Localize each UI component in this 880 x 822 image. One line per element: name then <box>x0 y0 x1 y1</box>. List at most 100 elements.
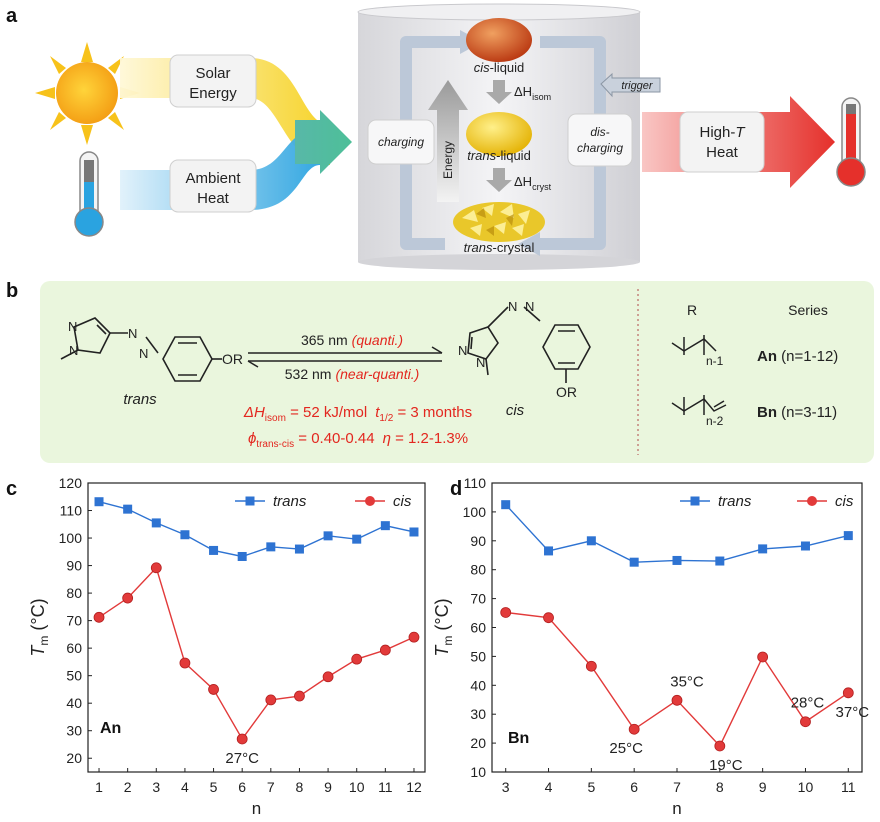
panel-d-label: d <box>450 478 462 500</box>
chart-d-annotation: 25°C <box>609 740 643 757</box>
chart-d-trans-point <box>586 536 596 546</box>
chart-c-cis-point <box>93 611 105 623</box>
chart-d-ytick-label: 90 <box>470 533 486 549</box>
chart-d-ylabel: Tm (°C) <box>432 598 455 656</box>
chart-c-cis-line <box>98 566 415 741</box>
chart-c-ytick-label: 110 <box>60 503 83 519</box>
chart-d-trans-point <box>843 531 853 541</box>
chart-c-cis-point <box>322 671 334 683</box>
chart-c-legend-trans-marker <box>245 496 255 506</box>
forward-wavelength: 365 nm (quanti.) <box>301 332 403 348</box>
chart-c-cis-point <box>379 644 391 656</box>
solar-label-1: Solar <box>195 65 230 82</box>
chart-c-ytick-label: 90 <box>66 558 82 574</box>
chart-d-trans-point <box>715 556 725 566</box>
trans-n-label-bottom: N <box>69 343 78 358</box>
chart-d-xtick-label: 9 <box>759 779 767 795</box>
chart-c-xtick-label: 9 <box>324 779 332 795</box>
chart-c-cis-point <box>265 694 277 706</box>
chart-c-xlabel: n <box>252 799 261 818</box>
chart-c-xtick-label: 3 <box>152 779 160 795</box>
trans-label: trans <box>123 391 157 408</box>
chart-d-xlabel: n <box>672 799 681 818</box>
charging-label: charging <box>378 135 424 149</box>
chart-c-trans-point <box>151 518 161 528</box>
discharging-arrowhead <box>518 232 540 256</box>
chart-d-trans-point <box>800 541 810 551</box>
chart-c-ytick-label: 20 <box>66 750 82 766</box>
chart-c-trans-point <box>180 530 190 540</box>
trans-azo-n2: N <box>139 346 148 361</box>
chart-c-xtick-label: 5 <box>210 779 218 795</box>
chart-c-xtick-label: 2 <box>124 779 132 795</box>
trans-or-label: OR <box>222 351 243 367</box>
chart-d-xtick-label: 5 <box>587 779 595 795</box>
chart-d-ytick-label: 70 <box>470 591 486 607</box>
trans-crystal-pile <box>453 202 545 242</box>
chart-d-ytick-label: 50 <box>470 648 486 664</box>
chart-d-cis-point <box>543 612 554 624</box>
chart-c-legend-trans-label: trans <box>273 493 307 510</box>
discharging-label-2: charging <box>577 141 623 155</box>
chart-d-trans-point <box>501 500 511 510</box>
backward-wavelength: 532 nm (near-quanti.) <box>285 366 420 382</box>
cis-n-label-1: N <box>458 343 467 358</box>
chart-d-cis-point <box>757 651 769 663</box>
chart-d-legend-trans-label: trans <box>718 493 752 510</box>
chart-d-xtick-label: 11 <box>841 779 856 795</box>
chart-d-ytick-label: 20 <box>470 735 486 751</box>
chart-c-legend-cis-marker <box>365 496 375 506</box>
solar-energy-box <box>169 54 257 108</box>
chart-c-cis-point <box>122 592 134 604</box>
chart-d-legend-cis-marker <box>807 496 817 506</box>
energy-input-arrow <box>295 110 352 174</box>
trans-crystal-label: trans-crystal <box>464 240 535 255</box>
panel-b-label: b <box>6 280 18 302</box>
chart-c-ytick-label: 80 <box>66 585 82 601</box>
cis-or-label: OR <box>556 384 577 400</box>
chart-c-trans-point <box>294 544 304 554</box>
chart-c-ytick-label: 70 <box>66 613 82 629</box>
cis-azo-n1: N <box>508 299 517 314</box>
ambient-label-1: Ambient <box>185 170 241 187</box>
chart-c-trans-point <box>380 521 390 531</box>
chart-c-xtick-label: 10 <box>349 779 365 795</box>
high-t-label-1: High-T <box>699 124 746 141</box>
cold-thermometer-icon <box>74 151 104 237</box>
chart-c-trans-point <box>323 531 333 541</box>
solar-label-2: Energy <box>189 85 237 102</box>
cis-liquid-droplet <box>466 18 532 62</box>
dh-isom-property: ΔHisom = 52 kJ/mol t1/2 = 3 months <box>243 404 472 424</box>
chart-d-cis-point <box>628 723 640 735</box>
series-header: Series <box>788 302 828 318</box>
chart-c-xtick-label: 8 <box>296 779 304 795</box>
cis-label: cis <box>506 402 525 419</box>
chart-c-trans-point <box>94 497 104 507</box>
chart-d-xtick-label: 4 <box>545 779 553 795</box>
chart-d-ytick-label: 80 <box>470 562 486 578</box>
energy-arrow <box>428 80 468 202</box>
chart-d-ytick-label: 10 <box>470 764 486 780</box>
ambient-label-2: Heat <box>197 190 230 207</box>
panel-a-figure: a Solar Energy Ambient Heat <box>6 3 866 270</box>
chart-d-ytick-label: 110 <box>464 475 487 491</box>
chart-c-series-label: An <box>100 720 121 737</box>
trans-azopyrazole-structure <box>60 317 222 382</box>
panel-c-label: c <box>6 478 17 500</box>
chart-c-xtick-label: 1 <box>95 779 103 795</box>
chart-c-legend-cis-label: cis <box>393 493 412 510</box>
alkyl-chain-a <box>671 335 717 355</box>
cryst-arrow <box>486 168 512 192</box>
chart-d-cis-point <box>714 740 726 752</box>
chart-d-xtick-label: 8 <box>716 779 724 795</box>
chart-c-ytick-label: 120 <box>59 475 83 491</box>
chart-d-legend-trans-marker <box>690 496 700 506</box>
trans-azo-n1: N <box>128 326 137 341</box>
chart-c-cis-point <box>236 733 248 745</box>
chart-c-frame <box>87 482 426 773</box>
chart-c-ytick-label: 100 <box>59 530 83 546</box>
chart-d-xtick-label: 7 <box>673 779 681 795</box>
chart-c-xtick-label: 4 <box>181 779 189 795</box>
chart-d-ytick-label: 40 <box>470 677 486 693</box>
chart-d-trans-point <box>672 555 682 565</box>
